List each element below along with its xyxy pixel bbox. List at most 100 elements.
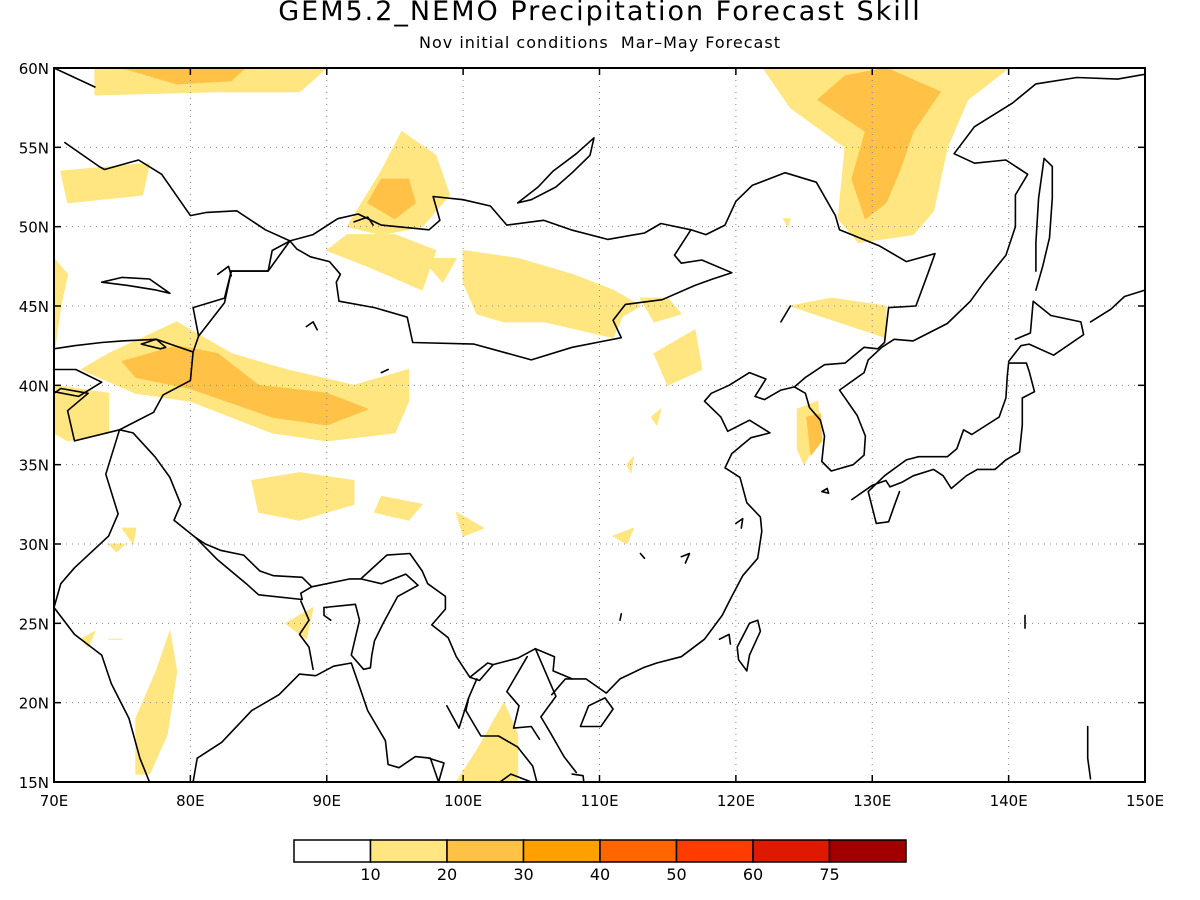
coastline-27 [534, 647, 578, 774]
coastline-18 [195, 536, 313, 601]
coastline-13 [690, 171, 936, 388]
skill-region-19 [108, 543, 126, 553]
colorbar-label: 30 [513, 865, 533, 884]
lat-tick-label: 30N [19, 536, 49, 554]
skill-region-24 [455, 702, 519, 782]
coastline-16 [118, 428, 574, 682]
lat-tick-label: 15N [19, 774, 49, 792]
skill-region-28 [783, 218, 791, 228]
coastline-8 [1035, 157, 1054, 291]
skill-region-27 [789, 297, 887, 339]
colorbar-label: 20 [437, 865, 457, 884]
coastline-33 [100, 276, 171, 295]
lat-tick-label: 50N [19, 219, 49, 237]
skill-region-15 [374, 495, 423, 521]
coastline-43 [718, 633, 732, 645]
colorbar-swatch-5 [675, 839, 754, 863]
skill-region-33 [421, 257, 457, 283]
coastline-22 [359, 573, 419, 671]
skill-region-26 [639, 297, 682, 323]
lat-tick-label: 60N [19, 60, 49, 78]
colorbar-swatch-6 [752, 839, 831, 863]
chart-title: GEM5.2_NEMO Precipitation Forecast Skill [278, 0, 922, 27]
coastline-36 [305, 321, 319, 331]
colorbar-swatch-2 [446, 839, 525, 863]
colorbar-swatch-4 [599, 839, 678, 863]
skill-region-32 [817, 68, 941, 220]
lon-tick-label: 70E [40, 792, 69, 810]
skill-region-5 [326, 234, 437, 291]
chart-subtitle: Nov initial conditions Mar–May Forecast [0, 33, 1200, 52]
coastline-37 [380, 368, 389, 374]
skill-region-14 [251, 472, 355, 521]
coastline-29 [54, 68, 96, 88]
lon-tick-label: 110E [580, 792, 618, 810]
subtitle-initial-conditions: Nov initial conditions [419, 33, 609, 52]
lon-tick-label: 80E [176, 792, 205, 810]
colorbar: 10 20 30 40 50 60 75 [293, 839, 907, 884]
coastline-40 [680, 552, 691, 564]
skill-region-4 [367, 178, 416, 220]
coastline-38 [780, 305, 792, 323]
lat-tick-label: 35N [19, 457, 49, 475]
subtitle-forecast-period: Mar–May Forecast [620, 33, 781, 52]
map-axes: 70E 80E 90E 100E 110E 120E 130E 140E 150E 15N 20N 2… [19, 60, 1164, 810]
coastline-layer [54, 68, 1145, 782]
skill-region-18 [121, 527, 137, 545]
colorbar-label: 10 [360, 865, 380, 884]
colorbar-swatch-7 [828, 839, 907, 863]
colorbar-label: 60 [743, 865, 763, 884]
skill-region-17 [612, 527, 635, 545]
coastline-19 [298, 600, 314, 671]
colorbar-label: 40 [590, 865, 610, 884]
coastline-39 [735, 517, 744, 529]
coastline-7 [1007, 300, 1085, 363]
lon-tick-label: 140E [990, 792, 1028, 810]
lat-tick-label: 55N [19, 139, 49, 157]
coastline-17 [118, 351, 194, 431]
coastline-25 [445, 697, 470, 729]
coastline-3 [499, 773, 574, 782]
lat-tick-label: 45N [19, 298, 49, 316]
lon-tick-label: 90E [312, 792, 341, 810]
coastline-30 [516, 137, 595, 204]
lat-tick-label: 40N [19, 377, 49, 395]
skill-region-11 [653, 329, 703, 386]
map-gridlines [54, 68, 1145, 782]
coastline-1 [192, 662, 440, 782]
skill-region-9 [121, 345, 369, 426]
lon-tick-label: 120E [717, 792, 755, 810]
coastline-14 [64, 141, 291, 337]
colorbar-swatch-1 [369, 839, 448, 863]
coastline-32 [140, 338, 167, 350]
colorbar-label: 50 [666, 865, 686, 884]
coastline-42 [619, 612, 623, 622]
coastline-9 [1089, 289, 1145, 323]
skill-region-25 [544, 297, 628, 339]
colorbar-swatch-0 [293, 839, 372, 863]
coastline-41 [639, 552, 646, 560]
coastline-26 [428, 757, 445, 782]
coastline-46 [1086, 725, 1092, 780]
coastline-34 [216, 265, 233, 277]
coastline-0 [54, 606, 151, 782]
coastline-10 [736, 619, 762, 672]
skill-region-29 [650, 408, 662, 426]
coastline-21 [323, 606, 332, 622]
lat-tick-label: 20N [19, 695, 49, 713]
lon-tick-label: 150E [1126, 792, 1164, 810]
coastline-6 [850, 362, 1036, 525]
lon-tick-label: 100E [444, 792, 482, 810]
skill-region-16 [455, 511, 485, 537]
coastline-4 [571, 773, 585, 782]
coastline-44 [820, 487, 830, 495]
skill-region-1 [121, 68, 246, 85]
colorbar-label: 75 [819, 865, 839, 884]
coastline-31 [54, 368, 103, 398]
coastline-20 [323, 603, 365, 671]
lat-tick-label: 25N [19, 615, 49, 633]
coastline-35 [353, 216, 374, 226]
coastline-28 [505, 655, 541, 741]
colorbar-swatch-3 [522, 839, 601, 863]
